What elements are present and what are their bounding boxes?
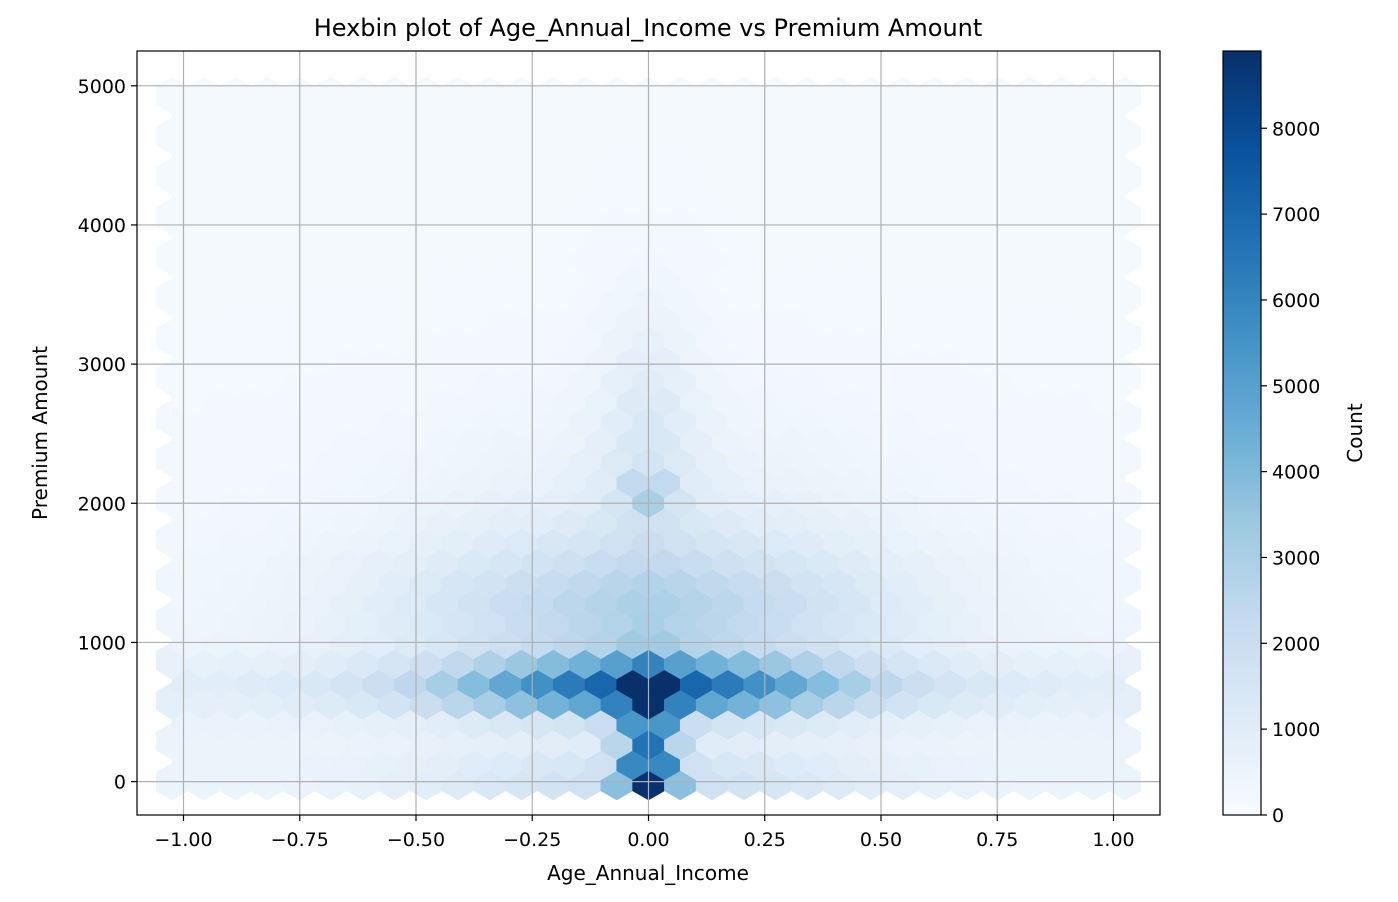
x-tick-label: −0.25 <box>503 829 561 851</box>
y-tick-label: 2000 <box>78 493 126 515</box>
colorbar-tick-label: 3000 <box>1272 547 1320 569</box>
x-tick-label: 0.75 <box>976 829 1018 851</box>
y-tick-label: 4000 <box>78 215 126 237</box>
x-axis-label: Age_Annual_Income <box>547 861 749 885</box>
colorbar <box>1222 50 1262 816</box>
y-tick-label: 1000 <box>78 632 126 654</box>
chart-title: Hexbin plot of Age_Annual_Income vs Prem… <box>314 14 983 42</box>
colorbar-ticks: 0 1000 2000 3000 4000 5000 6000 7000 8000 <box>1261 118 1320 827</box>
gridlines <box>137 51 1160 815</box>
y-axis-label: Premium Amount <box>28 346 52 520</box>
colorbar-tick-label: 7000 <box>1272 204 1320 226</box>
colorbar-label: Count <box>1343 403 1367 463</box>
x-tick-label: 0.50 <box>860 829 902 851</box>
colorbar-tick-label: 8000 <box>1272 118 1320 140</box>
y-tick-label: 5000 <box>78 76 126 98</box>
colorbar-tick-label: 4000 <box>1272 462 1320 484</box>
x-tick-label: −0.75 <box>271 829 329 851</box>
hexbin-cells <box>155 76 1142 801</box>
colorbar-tick-label: 6000 <box>1272 290 1320 312</box>
y-axis-ticks: 0 1000 2000 3000 4000 5000 <box>78 76 137 794</box>
colorbar-tick-label: 5000 <box>1272 376 1320 398</box>
x-tick-label: −1.00 <box>154 829 212 851</box>
x-tick-label: −0.50 <box>387 829 445 851</box>
y-tick-label: 0 <box>114 772 126 794</box>
colorbar-tick-label: 1000 <box>1272 719 1320 741</box>
y-tick-label: 3000 <box>78 354 126 376</box>
colorbar-tick-label: 2000 <box>1272 633 1320 655</box>
x-tick-label: 0.25 <box>744 829 786 851</box>
x-tick-label: 0.00 <box>627 829 669 851</box>
x-tick-label: 1.00 <box>1092 829 1134 851</box>
x-axis-ticks: −1.00 −0.75 −0.50 −0.25 0.00 0.25 0.50 0.75 1.00 <box>154 815 1135 851</box>
colorbar-tick-label: 0 <box>1272 805 1284 827</box>
